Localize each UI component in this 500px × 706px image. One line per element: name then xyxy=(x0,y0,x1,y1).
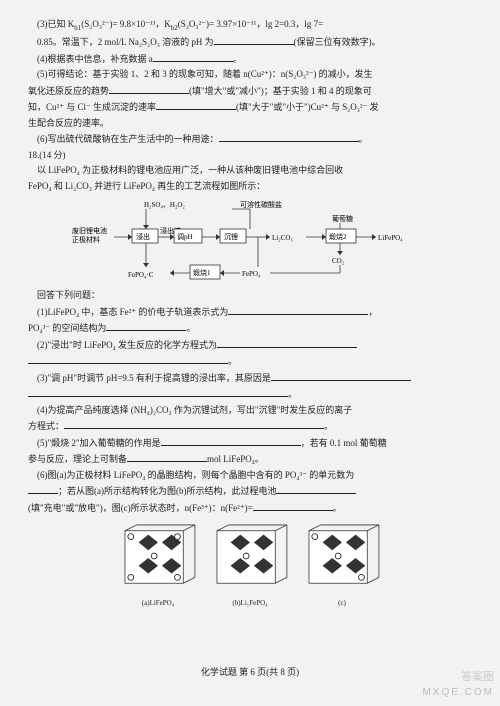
crystal-b: (b)Li₁FePO₄ xyxy=(211,523,289,608)
blank xyxy=(127,452,207,462)
s1b: PO₄³⁻ 的空间结构为。 xyxy=(28,321,472,336)
s2: (2)"浸出"时 LiFePO₄ 发生反应的化学方程式为 xyxy=(28,338,472,353)
q6: (6)写出硫代硫酸钠在生产生活中的一种用途：。 xyxy=(28,132,472,147)
q18-intro2: FePO₄ 和 Li₂CO₃ 并进行 LiFePO₄ 再生的工艺流程如图所示： xyxy=(28,180,472,194)
page-footer: 化学试题 第 6 页(共 8 页) xyxy=(0,665,500,678)
svg-text:可溶性碳酸盐: 可溶性碳酸盐 xyxy=(240,200,282,209)
svg-text:废旧锂电池: 废旧锂电池 xyxy=(72,226,107,235)
svg-text:煅烧2: 煅烧2 xyxy=(329,232,347,241)
s4b: 方程式：。 xyxy=(28,419,472,434)
caption-b: (b)Li₁FePO₄ xyxy=(211,598,289,609)
blank xyxy=(106,321,186,331)
svg-text:浸出: 浸出 xyxy=(136,232,150,241)
q3-line2: 0.85。常温下，2 mol/L Na₂S₂O₃ 溶液的 pH 为(保留三位有效… xyxy=(28,35,472,50)
caption-a: (a)LiFePO₄ xyxy=(119,598,197,609)
s4a: (4)为提高产品纯度选择 (NH₄)₂CO₃ 作为沉锂试剂，写出"沉锂"时发生反… xyxy=(28,404,472,418)
q5-l2: 氧化还原反应的趋势(填"增大"或"减小")；基于实验 1 和 4 的现象可 xyxy=(28,84,472,99)
svg-text:CO₂: CO₂ xyxy=(332,257,345,265)
s5: (5)"煅烧 2"加入葡萄糖的作用是，若有 0.1 mol 葡萄糖 xyxy=(28,436,472,451)
watermark-logo: 答案圈 xyxy=(461,668,494,684)
blank xyxy=(253,501,333,511)
s3: (3)"调 pH"时调节 pH=9.5 有利于提高锂的浸出率，其原因是 xyxy=(28,371,472,386)
q5-l1: (5)可得结论：基于实验 1、2 和 3 的现象可知，随着 n(Cu²⁺)：n(… xyxy=(28,68,472,82)
svg-text:LiFePO₄: LiFePO₄ xyxy=(378,234,403,242)
crystal-diagrams: (a)LiFePO₄ (b)Li₁FePO₄ (c) xyxy=(28,523,472,608)
sub-head: 回答下列问题： xyxy=(28,289,472,303)
blank xyxy=(228,305,368,315)
svg-text:正极材料: 正极材料 xyxy=(72,235,100,244)
blank xyxy=(28,484,58,494)
s6c: (填"充电"或"放电")，图(c)所示状态时，n(Fe³⁺)：n(Fe²⁺)=。 xyxy=(28,501,472,516)
blank xyxy=(153,52,233,62)
blank xyxy=(217,338,357,348)
svg-text:H₂SO₄、H₂O₂: H₂SO₄、H₂O₂ xyxy=(144,201,185,209)
blank xyxy=(161,436,301,446)
q5-l3: 知，Cu²⁺ 与 Cl⁻ 生成沉淀的速率(填"大于"或"小于")Cu²⁺ 与 S… xyxy=(28,100,472,115)
svg-text:Li₂CO₃: Li₂CO₃ xyxy=(272,234,293,242)
svg-text:调pH: 调pH xyxy=(177,232,193,241)
svg-text:FePO₄·C: FePO₄·C xyxy=(128,271,154,279)
blank xyxy=(214,35,294,45)
blank xyxy=(156,100,236,110)
s5c: 参与反应，理论上可制备mol LiFePO₄。 xyxy=(28,452,472,467)
blank xyxy=(276,484,356,494)
svg-text:FePO₄: FePO₄ xyxy=(242,270,261,278)
q4: (4)根据表中信息，补充数据 a。 xyxy=(28,52,472,67)
page-content: (3)已知 Kb1(S₂O₃²⁻)= 9.8×10⁻¹³，Kb2(S₂O₃²⁻)… xyxy=(0,0,500,628)
q18-intro1: 以 LiFePO₄ 为正极材料的锂电池应用广泛，一种从该种废旧锂电池中综合回收 xyxy=(28,164,472,178)
q3-line1: (3)已知 Kb1(S₂O₃²⁻)= 9.8×10⁻¹³，Kb2(S₂O₃²⁻)… xyxy=(28,18,472,33)
s6b: ；若从图(a)所示结构转化为图(b)所示结构，此过程电池 xyxy=(28,484,472,499)
blank xyxy=(271,371,411,381)
blank xyxy=(28,354,228,364)
svg-text:葡萄糖: 葡萄糖 xyxy=(332,214,353,223)
s1a: (1)LiFePO₄ 中，基态 Fe²⁺ 的价电子轨道表示式为， xyxy=(28,305,472,320)
s6a: (6)图(a)为正极材料 LiFePO₄ 的晶胞结构，则每个晶胞中含有的 PO₄… xyxy=(28,469,472,483)
blank xyxy=(64,419,324,429)
crystal-a: (a)LiFePO₄ xyxy=(119,523,197,608)
blank xyxy=(28,387,288,397)
svg-text:沉锂: 沉锂 xyxy=(224,232,238,241)
watermark-url: MXQE.COM xyxy=(422,687,494,698)
q5-l4: 生配合反应的速率。 xyxy=(28,117,472,131)
q18-num: 18.(14 分) xyxy=(28,149,472,163)
crystal-c: (c) xyxy=(303,523,381,608)
svg-text:煅烧1: 煅烧1 xyxy=(193,268,211,277)
flow-diagram: text{font-size:7px;font-family:SimSun}re… xyxy=(70,197,430,285)
blank xyxy=(219,132,359,142)
caption-c: (c) xyxy=(303,598,381,609)
blank xyxy=(109,84,189,94)
